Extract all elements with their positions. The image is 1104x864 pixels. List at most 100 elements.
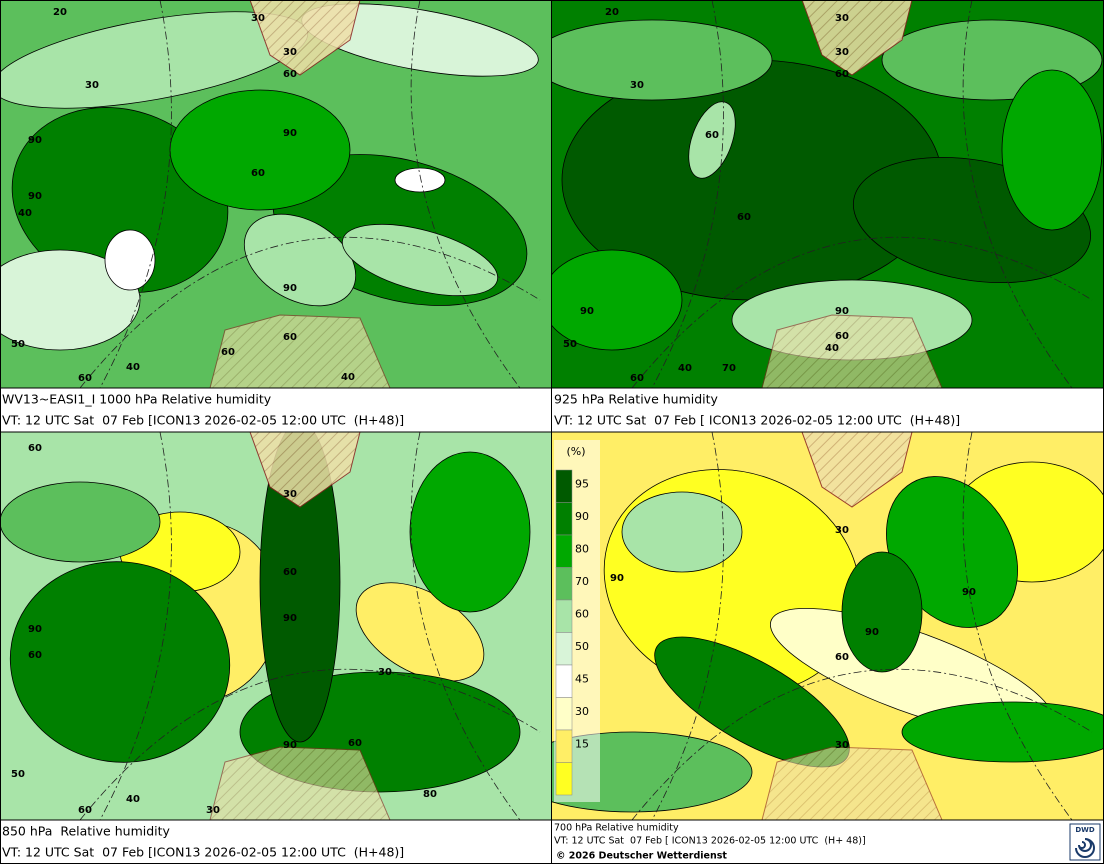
contour-label: 60	[348, 738, 362, 749]
contour-label: 30	[378, 667, 392, 678]
contour-label: 90	[865, 627, 879, 638]
legend-tick-label: 95	[575, 478, 589, 491]
contour-label: 60	[283, 567, 297, 578]
land	[801, 0, 913, 76]
legend-swatch	[555, 502, 573, 536]
humidity-field	[394, 167, 446, 193]
contour-label: 40	[18, 208, 32, 219]
contour-label: 30	[206, 805, 220, 816]
humidity-field	[552, 19, 773, 101]
contour-label: 20	[605, 7, 619, 18]
contour-label: 60	[737, 212, 751, 223]
legend-unit: (%)	[566, 445, 585, 458]
legend-tick-label: 90	[575, 510, 589, 523]
contour-label: 60	[705, 130, 719, 141]
humidity-field	[1001, 69, 1103, 231]
logo: DWD	[1075, 826, 1095, 834]
humidity-field	[688, 101, 736, 179]
legend-swatch	[555, 534, 573, 568]
contour-label: 30	[835, 525, 849, 536]
contour-label: 90	[962, 587, 976, 598]
grid-line	[631, 0, 1093, 388]
contour-label: 20	[53, 7, 67, 18]
caption: 850 hPa Relative humidity	[2, 824, 171, 839]
humidity-field	[243, 213, 357, 307]
humidity-field	[0, 249, 141, 351]
contour-label: 70	[722, 363, 736, 374]
contour-label: 30	[630, 80, 644, 91]
contour-label: 90	[28, 191, 42, 202]
land	[209, 314, 391, 388]
contour-label: 90	[283, 128, 297, 139]
contour-label: 60	[283, 332, 297, 343]
contour-label: 90	[835, 306, 849, 317]
contour-label: 60	[630, 373, 644, 384]
map-panel	[552, 432, 1104, 820]
caption: VT: 12 UTC Sat 07 Feb [ICON13 2026-02-05…	[2, 413, 404, 428]
contour-label: 60	[28, 443, 42, 454]
legend-swatch	[555, 469, 573, 503]
legend-tick-label: 15	[575, 738, 589, 751]
legend-swatch	[555, 632, 573, 666]
humidity-field	[341, 223, 499, 297]
contour-label: 40	[825, 343, 839, 354]
legend-tick-label: 30	[575, 705, 589, 718]
contour-label: 90	[283, 283, 297, 294]
contour-label: 90	[283, 613, 297, 624]
humidity-field	[621, 491, 743, 573]
legend-swatch	[555, 697, 573, 731]
contour-label: 30	[835, 740, 849, 751]
contour-label: 90	[610, 573, 624, 584]
map-panel	[0, 432, 551, 820]
contour-label: 50	[11, 339, 25, 350]
caption: VT: 12 UTC Sat 07 Feb [ICON13 2026-02-05…	[2, 845, 404, 860]
contour-label: 60	[28, 650, 42, 661]
contour-label: 30	[283, 489, 297, 500]
grid-line	[631, 432, 1093, 820]
contour-label: 60	[221, 347, 235, 358]
caption: 700 hPa Relative humidity	[554, 823, 679, 834]
land	[209, 746, 391, 820]
contour-label: 60	[835, 69, 849, 80]
legend-swatch	[555, 729, 573, 763]
map-panel	[552, 0, 1104, 388]
contour-label: 30	[85, 80, 99, 91]
map-panel	[0, 0, 551, 388]
humidity-field	[409, 451, 531, 613]
caption: WV13~EASI1_I 1000 hPa Relative humidity	[2, 392, 272, 407]
logo-swirl	[1075, 838, 1095, 858]
caption: 925 hPa Relative humidity	[554, 392, 719, 407]
legend-swatch	[555, 567, 573, 601]
contour-label: 30	[283, 47, 297, 58]
humidity-field	[0, 481, 161, 563]
humidity-field	[552, 731, 753, 813]
humidity-field	[841, 551, 923, 673]
contour-label: 30	[251, 13, 265, 24]
contour-label: 40	[341, 372, 355, 383]
contour-label: 60	[78, 805, 92, 816]
contour-label: 30	[835, 47, 849, 58]
legend-tick-label: 50	[575, 640, 589, 653]
humidity-field	[901, 701, 1104, 763]
contour-label: 50	[563, 339, 577, 350]
contour-label: 60	[251, 168, 265, 179]
land	[249, 0, 361, 76]
contour-label: 90	[283, 740, 297, 751]
humidity-field	[552, 249, 683, 351]
legend-tick-label: 60	[575, 608, 589, 621]
humidity-field	[259, 432, 341, 743]
copyright: © 2026 Deutscher Wetterdienst	[556, 851, 727, 862]
contour-label: 40	[678, 363, 692, 374]
contour-label: 60	[78, 373, 92, 384]
grid-line	[79, 0, 541, 388]
contour-label: 60	[835, 331, 849, 342]
legend-tick-label: 80	[575, 543, 589, 556]
humidity-field	[9, 561, 231, 763]
caption: VT: 12 UTC Sat 07 Feb [ ICON13 2026-02-0…	[554, 413, 960, 428]
legend-tick-label: 70	[575, 575, 589, 588]
land	[761, 746, 943, 820]
legend-swatch	[555, 762, 573, 796]
contour-label: 90	[580, 306, 594, 317]
humidity-field	[104, 229, 156, 291]
